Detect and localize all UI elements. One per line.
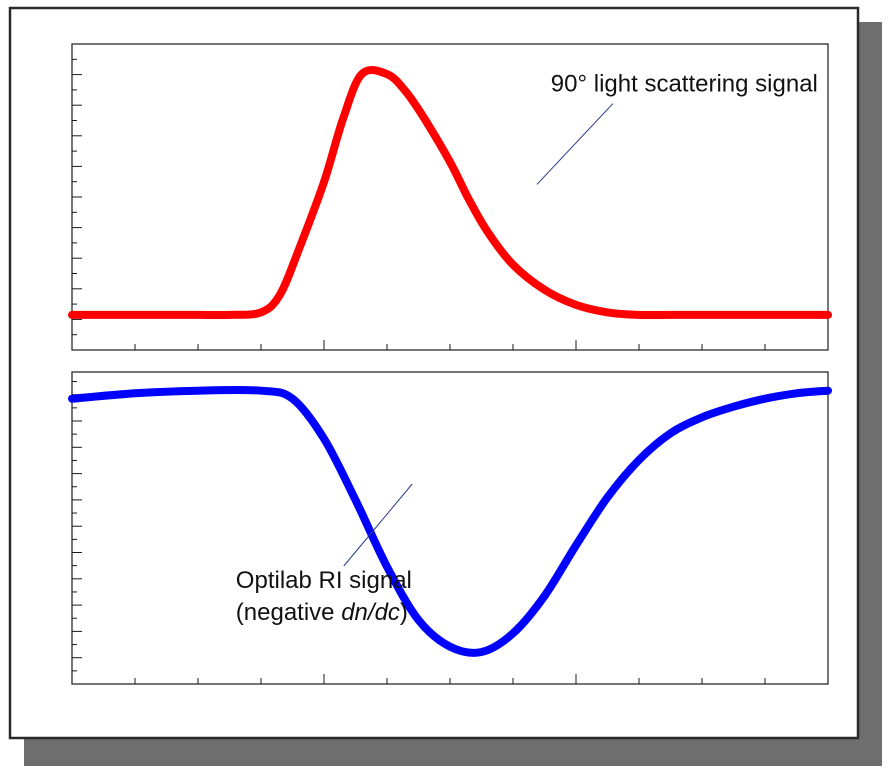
light-scattering-panel: 90° light scattering signal — [68, 43, 832, 351]
refractive-index-panel: Optilab RI signal (negative dn/dc) — [68, 371, 832, 685]
figure-frame — [8, 6, 860, 740]
light-scattering-leader-line — [536, 103, 614, 185]
light-scattering-label: 90° light scattering signal — [551, 71, 818, 98]
refractive-index-curve — [68, 385, 832, 657]
sublabel-suffix: ) — [400, 599, 408, 626]
refractive-index-leader-line — [343, 483, 413, 567]
sublabel-italic: dn/dc — [341, 599, 400, 626]
refractive-index-label: Optilab RI signal — [236, 567, 412, 594]
sublabel-prefix: (negative — [236, 599, 341, 626]
bottom-panel-ticks — [71, 381, 829, 685]
top-panel-ticks — [71, 43, 829, 351]
refractive-index-sublabel: (negative dn/dc) — [236, 599, 408, 626]
light-scattering-curve — [68, 66, 832, 320]
